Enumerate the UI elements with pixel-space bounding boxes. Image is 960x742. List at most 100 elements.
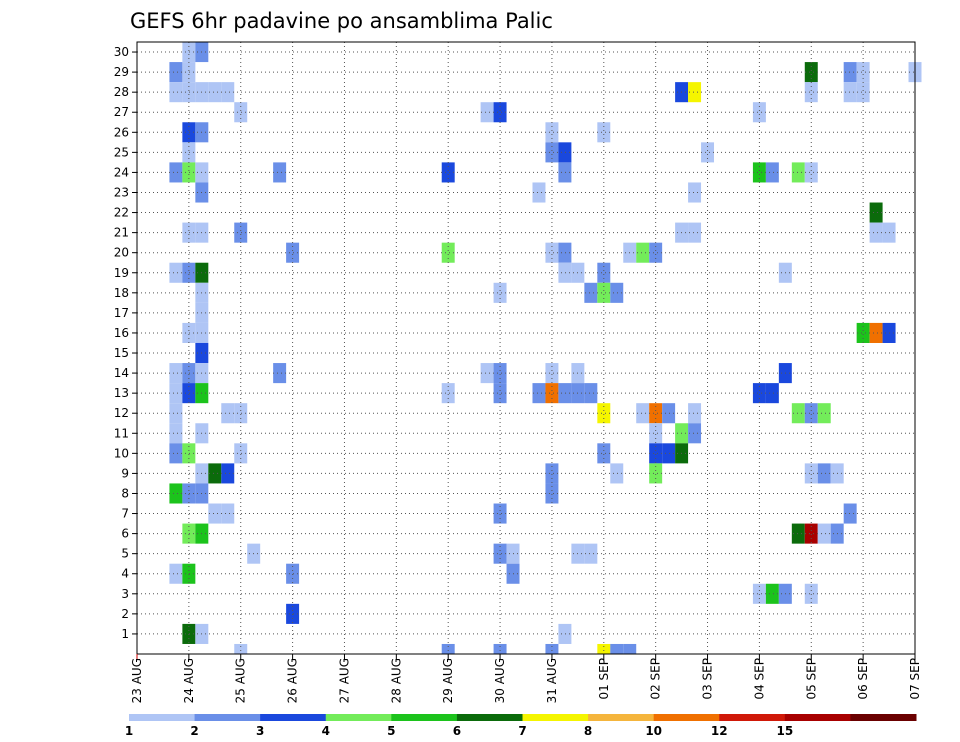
heatmap-cell bbox=[752, 383, 766, 404]
x-tick-label: 26 AUG bbox=[286, 658, 300, 703]
heatmap-cell bbox=[480, 102, 494, 123]
colorbar-label: 3 bbox=[256, 724, 264, 738]
colorbar-label: 12 bbox=[711, 724, 728, 738]
heatmap-cell bbox=[843, 62, 857, 83]
y-tick-label: 24 bbox=[114, 165, 129, 179]
heatmap-cell bbox=[597, 443, 611, 464]
heatmap-cell bbox=[234, 643, 248, 654]
heatmap-cell bbox=[493, 102, 507, 123]
heatmap-cell bbox=[493, 363, 507, 384]
colorbar-label: 8 bbox=[584, 724, 592, 738]
heatmap-cell bbox=[182, 82, 196, 103]
heatmap-cell bbox=[545, 643, 559, 654]
y-tick-label: 27 bbox=[114, 105, 129, 119]
y-tick-label: 19 bbox=[114, 266, 129, 280]
heatmap-cell bbox=[234, 443, 248, 464]
heatmap-cell bbox=[182, 262, 196, 283]
heatmap-cells bbox=[169, 42, 922, 654]
heatmap-cell bbox=[662, 443, 676, 464]
heatmap-cell bbox=[791, 523, 805, 544]
y-axis: 1234567891011121314151617181920212223242… bbox=[114, 45, 137, 641]
heatmap-cell bbox=[688, 82, 702, 103]
heatmap-cell bbox=[765, 583, 779, 604]
x-tick-label: 28 AUG bbox=[389, 658, 403, 703]
colorbar-swatch bbox=[784, 714, 851, 721]
heatmap-cell bbox=[182, 222, 196, 243]
x-tick-label: 31 AUG bbox=[545, 658, 559, 703]
heatmap-cell bbox=[545, 463, 559, 484]
y-tick-label: 3 bbox=[121, 587, 129, 601]
colorbar-label: 5 bbox=[387, 724, 395, 738]
heatmap-cell bbox=[688, 222, 702, 243]
heatmap-cell bbox=[856, 322, 870, 343]
heatmap-cell bbox=[843, 503, 857, 524]
heatmap-cell bbox=[169, 423, 183, 444]
heatmap-cell bbox=[480, 363, 494, 384]
heatmap-cell bbox=[752, 102, 766, 123]
heatmap-cell bbox=[636, 242, 650, 263]
heatmap-cell bbox=[182, 383, 196, 404]
y-tick-label: 30 bbox=[114, 45, 129, 59]
heatmap-cell bbox=[441, 643, 455, 654]
y-tick-label: 15 bbox=[114, 346, 129, 360]
heatmap-cell bbox=[169, 563, 183, 584]
heatmap-cell bbox=[856, 82, 870, 103]
heatmap-cell bbox=[169, 62, 183, 83]
heatmap-cell bbox=[765, 383, 779, 404]
heatmap-cell bbox=[817, 403, 831, 424]
heatmap-cell bbox=[558, 623, 572, 644]
heatmap-cell bbox=[636, 403, 650, 424]
colorbar-label: 1 bbox=[125, 724, 133, 738]
colorbar-swatch bbox=[653, 714, 720, 721]
heatmap-cell bbox=[286, 603, 300, 624]
heatmap-cell bbox=[234, 403, 248, 424]
heatmap-cell bbox=[441, 162, 455, 183]
x-tick-label: 04 SEP bbox=[752, 658, 766, 700]
heatmap-cell bbox=[545, 242, 559, 263]
colorbar-swatch bbox=[456, 714, 523, 721]
heatmap-cell bbox=[688, 403, 702, 424]
colorbar-label: 10 bbox=[645, 724, 662, 738]
colorbar-label: 2 bbox=[190, 724, 198, 738]
heatmap-cell bbox=[182, 363, 196, 384]
y-tick-label: 17 bbox=[114, 306, 129, 320]
heatmap-cell bbox=[791, 403, 805, 424]
y-tick-label: 10 bbox=[114, 446, 129, 460]
heatmap-cell bbox=[182, 443, 196, 464]
y-tick-label: 6 bbox=[121, 527, 129, 541]
heatmap-cell bbox=[804, 62, 818, 83]
heatmap-cell bbox=[545, 142, 559, 163]
heatmap-cell bbox=[804, 403, 818, 424]
heatmap-cell bbox=[649, 463, 663, 484]
heatmap-cell bbox=[182, 563, 196, 584]
heatmap-cell bbox=[532, 182, 546, 203]
heatmap-cell bbox=[804, 82, 818, 103]
colorbar-label: 15 bbox=[776, 724, 793, 738]
heatmap-cell bbox=[597, 282, 611, 303]
heatmap-cell bbox=[441, 383, 455, 404]
heatmap-cell bbox=[662, 403, 676, 424]
x-tick-label: 24 AUG bbox=[182, 658, 196, 703]
x-axis: 23 AUG 24 AUG 25 AUG 26 AUG 27 AUG 28 AUG 29 A… bbox=[130, 654, 922, 703]
colorbar-swatch bbox=[129, 714, 196, 721]
heatmap-cell bbox=[234, 102, 248, 123]
y-tick-label: 1 bbox=[121, 627, 129, 641]
heatmap-cell bbox=[545, 122, 559, 143]
heatmap-cell bbox=[584, 383, 598, 404]
y-tick-label: 12 bbox=[114, 406, 129, 420]
colorbar-swatch bbox=[391, 714, 458, 721]
colorbar-legend: 1 2 3 4 5 6 7 8 10 12 15 bbox=[125, 714, 917, 738]
heatmap-cell bbox=[273, 162, 287, 183]
heatmap-cell bbox=[493, 383, 507, 404]
heatmap-cell bbox=[532, 383, 546, 404]
heatmap-cell bbox=[649, 242, 663, 263]
colorbar-swatch bbox=[194, 714, 261, 721]
heatmap-cell bbox=[286, 242, 300, 263]
heatmap-cell bbox=[597, 403, 611, 424]
heatmap-cell bbox=[804, 162, 818, 183]
heatmap-cell bbox=[545, 383, 559, 404]
heatmap-cell bbox=[169, 262, 183, 283]
heatmap-cell bbox=[804, 583, 818, 604]
heatmap-cell bbox=[843, 82, 857, 103]
plot-frame bbox=[136, 41, 916, 655]
